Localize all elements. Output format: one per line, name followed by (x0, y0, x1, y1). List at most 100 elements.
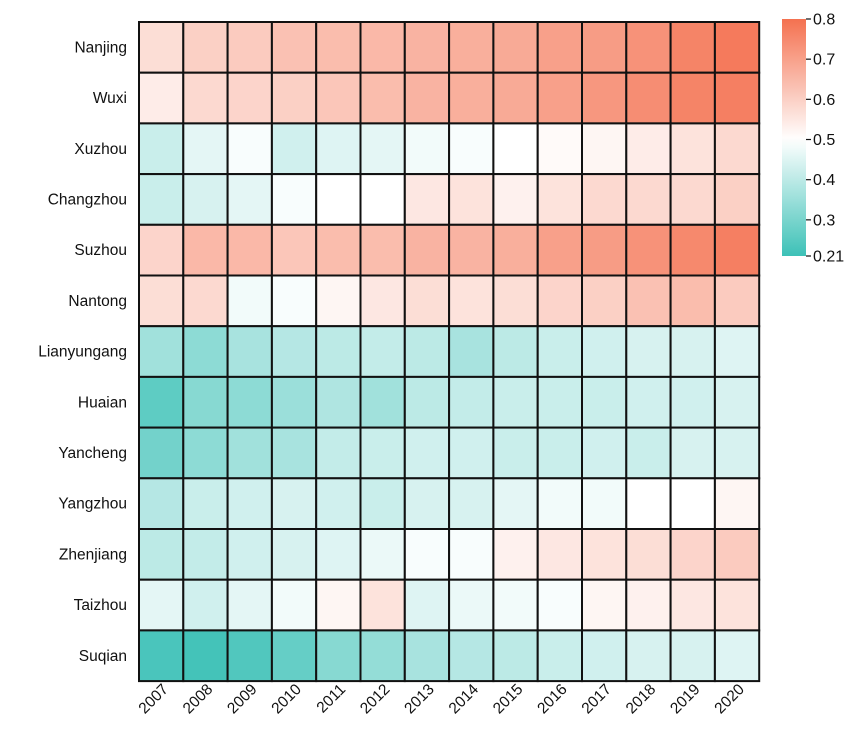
heatmap-cell-xuzhou-2019 (669, 122, 716, 176)
heatmap-cell-nantong-2017 (581, 274, 628, 328)
heatmap-cell-taizhou-2018 (625, 578, 672, 632)
heatmap-cell-changzhou-2012 (359, 173, 406, 226)
heatmap-cell-suzhou-2020 (713, 223, 761, 277)
heatmap-cell-yancheng-2009 (226, 426, 273, 480)
heatmap-cell-huaian-2011 (315, 375, 362, 429)
x-tick-label: 2015 (490, 681, 526, 717)
heatmap-cell-huaian-2016 (536, 375, 584, 429)
heatmap-cell-nantong-2019 (669, 274, 716, 328)
heatmap-cell-huaian-2007 (138, 375, 185, 429)
heatmap-cell-lianyungang-2020 (713, 325, 761, 378)
heatmap-cell-yancheng-2013 (403, 426, 451, 480)
heatmap-cell-suqian-2015 (492, 629, 539, 683)
heatmap-cell-xuzhou-2020 (713, 122, 761, 176)
colorbar: 0.21 0.3 0.4 0.5 0.6 0.7 0.8 (782, 12, 844, 266)
heatmap-cell-yangzhou-2014 (448, 477, 495, 530)
heatmap-cell-lianyungang-2015 (492, 325, 539, 378)
heatmap-cell-zhenjiang-2017 (581, 528, 628, 581)
heatmap-cell-nanjing-2014 (448, 21, 495, 74)
heatmap-cell-yangzhou-2019 (669, 477, 716, 530)
heatmap-cell-yancheng-2016 (536, 426, 584, 480)
heatmap-cell-changzhou-2015 (492, 173, 539, 226)
x-tick-label: 2017 (579, 681, 615, 717)
heatmap-cell-huaian-2017 (581, 375, 628, 429)
x-tick-label: 2018 (623, 681, 659, 717)
heatmap-cell-zhenjiang-2011 (315, 528, 362, 581)
heatmap-cell-zhenjiang-2008 (182, 528, 229, 581)
heatmap-cell-nantong-2010 (270, 274, 318, 328)
heatmap-cell-taizhou-2011 (315, 578, 362, 632)
x-tick-label: 2016 (534, 681, 570, 717)
heatmap-cell-changzhou-2014 (448, 173, 495, 226)
colorbar-tick-label: 0.7 (813, 52, 835, 69)
heatmap-cell-yangzhou-2012 (359, 477, 406, 530)
heatmap-cell-yancheng-2012 (359, 426, 406, 480)
heatmap-cell-suzhou-2018 (625, 223, 672, 277)
heatmap-cell-wuxi-2013 (403, 71, 451, 125)
heatmap-cell-suqian-2014 (448, 629, 495, 683)
heatmap-cell-lianyungang-2008 (182, 325, 229, 378)
heatmap-cell-lianyungang-2007 (138, 325, 185, 378)
heatmap-cell-changzhou-2011 (315, 173, 362, 226)
heatmap-cell-wuxi-2020 (713, 71, 761, 125)
heatmap-cell-huaian-2018 (625, 375, 672, 429)
heatmap-cell-yancheng-2011 (315, 426, 362, 480)
heatmap-cell-taizhou-2020 (713, 578, 761, 632)
heatmap-cell-wuxi-2018 (625, 71, 672, 125)
heatmap-cell-xuzhou-2012 (359, 122, 406, 176)
heatmap-cell-suqian-2017 (581, 629, 628, 683)
heatmap-cell-nantong-2012 (359, 274, 406, 328)
y-tick-label: Changzhou (48, 191, 127, 208)
heatmap-cell-yancheng-2007 (138, 426, 185, 480)
heatmap-cell-zhenjiang-2016 (536, 528, 584, 581)
heatmap-cell-nantong-2018 (625, 274, 672, 328)
heatmap-cell-taizhou-2015 (492, 578, 539, 632)
heatmap-cell-nantong-2020 (713, 274, 761, 328)
heatmap-cell-lianyungang-2013 (403, 325, 451, 378)
y-tick-label: Yangzhou (58, 496, 127, 513)
heatmap-cell-lianyungang-2011 (315, 325, 362, 378)
heatmap-cell-yancheng-2018 (625, 426, 672, 480)
heatmap-cell-taizhou-2008 (182, 578, 229, 632)
heatmap-cell-yangzhou-2007 (138, 477, 185, 530)
heatmap-cell-zhenjiang-2007 (138, 528, 185, 581)
x-tick-label: 2019 (667, 681, 703, 717)
heatmap-cell-nantong-2007 (138, 274, 185, 328)
heatmap-cell-xuzhou-2017 (581, 122, 628, 176)
heatmap-cell-lianyungang-2016 (536, 325, 584, 378)
heatmap-cell-suzhou-2010 (270, 223, 318, 277)
heatmap-cell-nanjing-2017 (581, 21, 628, 74)
heatmap-cell-nanjing-2018 (625, 21, 672, 74)
heatmap-cell-taizhou-2014 (448, 578, 495, 632)
heatmap-cell-changzhou-2008 (182, 173, 229, 226)
heatmap-cell-suqian-2008 (182, 629, 229, 683)
heatmap-cell-changzhou-2018 (625, 173, 672, 226)
heatmap-cell-taizhou-2010 (270, 578, 318, 632)
heatmap-cell-xuzhou-2009 (226, 122, 273, 176)
heatmap-cell-xuzhou-2016 (536, 122, 584, 176)
heatmap-cell-nanjing-2015 (492, 21, 539, 74)
heatmap-cell-yangzhou-2010 (270, 477, 318, 530)
heatmap-cell-changzhou-2017 (581, 173, 628, 226)
heatmap-cell-suzhou-2012 (359, 223, 406, 277)
heatmap-cell-zhenjiang-2009 (226, 528, 273, 581)
heatmap-cell-nantong-2013 (403, 274, 451, 328)
heatmap-cell-yancheng-2008 (182, 426, 229, 480)
y-tick-label: Yancheng (58, 445, 127, 462)
heatmap-cell-nantong-2016 (536, 274, 584, 328)
x-tick-label: 2012 (357, 681, 393, 717)
heatmap-cell-wuxi-2019 (669, 71, 716, 125)
y-tick-label: Nanjing (74, 39, 127, 56)
heatmap-cell-nantong-2015 (492, 274, 539, 328)
y-tick-label: Huaian (78, 394, 127, 411)
heatmap-cell-wuxi-2012 (359, 71, 406, 125)
heatmap-cell-nanjing-2007 (138, 21, 185, 74)
x-tick-label: 2013 (401, 681, 437, 717)
heatmap-cell-yangzhou-2008 (182, 477, 229, 530)
heatmap-cell-taizhou-2013 (403, 578, 451, 632)
heatmap-cell-zhenjiang-2019 (669, 528, 716, 581)
heatmap-cell-xuzhou-2008 (182, 122, 229, 176)
heatmap-cell-suzhou-2015 (492, 223, 539, 277)
heatmap-cell-yancheng-2015 (492, 426, 539, 480)
heatmap-cell-huaian-2020 (713, 375, 761, 429)
